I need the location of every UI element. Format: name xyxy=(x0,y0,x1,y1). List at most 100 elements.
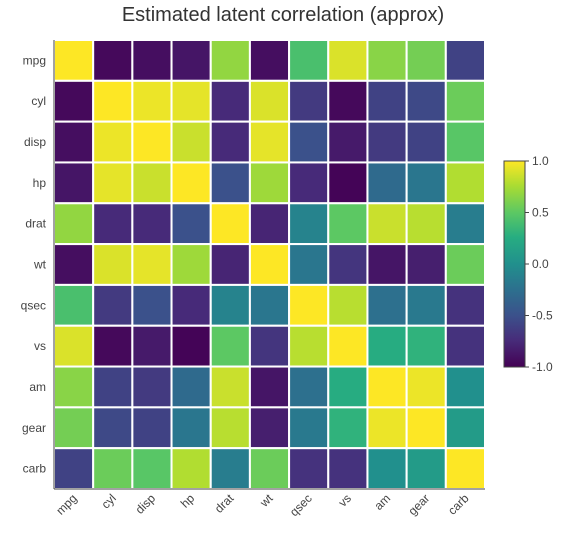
colorbar-tick-label: 1.0 xyxy=(532,154,549,168)
heatmap-cell-qsec-gear xyxy=(405,283,447,327)
heatmap-cell-mpg-am xyxy=(366,39,408,82)
heatmap-cell-disp-drat xyxy=(209,120,251,164)
heatmap-cell-vs-drat xyxy=(209,324,251,368)
heatmap-cell-cyl-am xyxy=(366,79,408,123)
heatmap-cell-mpg-gear xyxy=(405,39,447,82)
heatmap-cell-drat-drat xyxy=(209,202,251,246)
heatmap-cell-carb-disp xyxy=(131,447,173,491)
heatmap-cell-qsec-disp xyxy=(131,283,173,327)
heatmap-cell-drat-disp xyxy=(131,202,173,246)
y-tick-label-wt: wt xyxy=(33,258,47,272)
heatmap-cell-gear-cyl xyxy=(92,406,134,450)
x-tick-label-wt: wt xyxy=(257,491,277,511)
heatmap-cell-gear-gear xyxy=(405,406,447,450)
heatmap-cell-qsec-am xyxy=(366,283,408,327)
heatmap-cell-qsec-hp xyxy=(170,283,212,327)
colorbar-tick-label: 0.0 xyxy=(532,257,549,271)
heatmap-cell-hp-wt xyxy=(248,161,291,205)
heatmap-cell-carb-mpg xyxy=(53,447,95,491)
heatmap-cell-gear-drat xyxy=(209,406,251,450)
heatmap-cell-am-cyl xyxy=(92,365,134,409)
axis-lines xyxy=(53,40,485,490)
heatmap-cell-drat-mpg xyxy=(53,202,95,246)
heatmap-cell-vs-wt xyxy=(248,324,291,368)
x-tick-label-qsec: qsec xyxy=(287,491,315,519)
heatmap-cell-hp-disp xyxy=(131,161,173,205)
heatmap-cell-drat-vs xyxy=(327,202,369,246)
heatmap-cell-disp-carb xyxy=(444,120,486,164)
heatmap-cell-hp-vs xyxy=(327,161,369,205)
heatmap-cell-gear-mpg xyxy=(53,406,95,450)
heatmap-cell-disp-vs xyxy=(327,120,369,164)
y-tick-label-cyl: cyl xyxy=(31,94,46,108)
heatmap-cell-hp-qsec xyxy=(288,161,330,205)
heatmap-cell-gear-qsec xyxy=(288,406,330,450)
heatmap-cell-qsec-cyl xyxy=(92,283,134,327)
x-tick-label-vs: vs xyxy=(336,491,354,509)
y-tick-label-mpg: mpg xyxy=(23,53,46,67)
heatmap-cell-am-hp xyxy=(170,365,212,409)
heatmap-cell-gear-am xyxy=(366,406,408,450)
heatmap-cell-carb-hp xyxy=(170,447,212,491)
heatmap-cell-vs-carb xyxy=(444,324,486,368)
heatmap-cell-cyl-carb xyxy=(444,79,486,123)
heatmap-cell-drat-gear xyxy=(405,202,447,246)
x-tick-label-gear: gear xyxy=(405,491,432,518)
heatmap-cell-qsec-wt xyxy=(248,283,291,327)
y-axis-tick-labels: mpg cyl disp hp drat wt qsec vs am gear carb xyxy=(21,53,47,475)
x-tick-label-am: am xyxy=(371,491,393,513)
heatmap-cell-carb-cyl xyxy=(92,447,134,491)
heatmap-cell-gear-carb xyxy=(444,406,486,450)
y-tick-label-drat: drat xyxy=(25,217,46,231)
heatmap-cell-cyl-gear xyxy=(405,79,447,123)
heatmap-cell-qsec-vs xyxy=(327,283,369,327)
colorbar-tick-label: 0.5 xyxy=(532,206,549,220)
colorbar: 1.0 0.5 0.0 -0.5 -1.0 xyxy=(503,154,553,374)
heatmap-cell-disp-mpg xyxy=(53,120,95,164)
heatmap-cell-gear-disp xyxy=(131,406,173,450)
x-tick-label-disp: disp xyxy=(133,491,159,517)
heatmap-cell-mpg-hp xyxy=(170,39,212,82)
heatmap-cell-carb-gear xyxy=(405,447,447,491)
heatmap-cell-carb-qsec xyxy=(288,447,330,491)
y-tick-label-am: am xyxy=(29,380,46,394)
heatmap-cell-cyl-qsec xyxy=(288,79,330,123)
heatmap-cell-carb-vs xyxy=(327,447,369,491)
heatmap-cell-disp-am xyxy=(366,120,408,164)
heatmap-cell-wt-disp xyxy=(131,243,173,286)
heatmap-cell-qsec-mpg xyxy=(53,283,95,327)
heatmap-cell-carb-am xyxy=(366,447,408,491)
heatmap-cell-vs-am xyxy=(366,324,408,368)
heatmap-cell-am-am xyxy=(366,365,408,409)
heatmap-cell-wt-vs xyxy=(327,243,369,286)
heatmap-cell-vs-hp xyxy=(170,324,212,368)
heatmap-cell-qsec-drat xyxy=(209,283,251,327)
x-axis-tick-labels: mpg cyl disp hp drat wt qsec vs am gear carb xyxy=(53,491,471,519)
heatmap-cell-hp-mpg xyxy=(53,161,95,205)
heatmap-cell-vs-cyl xyxy=(92,324,134,368)
heatmap-cell-cyl-wt xyxy=(248,79,291,123)
heatmap-cell-wt-carb xyxy=(444,243,486,286)
heatmap-cell-mpg-disp xyxy=(131,39,173,82)
heatmap-cell-disp-disp xyxy=(131,120,173,164)
y-tick-label-gear: gear xyxy=(22,421,46,435)
heatmap-cell-mpg-mpg xyxy=(53,39,95,82)
heatmap-cell-mpg-cyl xyxy=(92,39,134,82)
x-tick-label-carb: carb xyxy=(445,491,472,518)
heatmap-cell-cyl-mpg xyxy=(53,79,95,123)
heatmap-cell-disp-cyl xyxy=(92,120,134,164)
colorbar-gradient xyxy=(503,160,526,368)
heatmap-cell-mpg-wt xyxy=(248,39,291,82)
heatmap-cell-hp-hp xyxy=(170,161,212,205)
heatmap-cell-am-drat xyxy=(209,365,251,409)
y-tick-label-vs: vs xyxy=(34,339,46,353)
heatmap-cell-wt-hp xyxy=(170,243,212,286)
heatmap-cell-vs-gear xyxy=(405,324,447,368)
heatmap-cell-carb-carb xyxy=(444,447,486,491)
y-tick-label-hp: hp xyxy=(33,176,47,190)
heatmap-cell-qsec-qsec xyxy=(288,283,330,327)
y-tick-label-qsec: qsec xyxy=(21,298,46,312)
heatmap-cell-vs-disp xyxy=(131,324,173,368)
heatmap-cell-disp-qsec xyxy=(288,120,330,164)
